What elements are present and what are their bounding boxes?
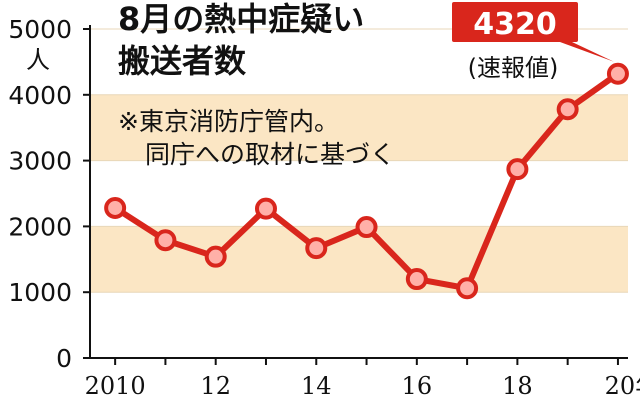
data-point: [355, 216, 378, 239]
x-tick-labels: 2010 12 14 16 18 20年: [85, 372, 640, 400]
data-point: [556, 98, 579, 121]
source-note-line2: 同庁への取材に基づく: [145, 140, 395, 169]
y-tick-labels: 0 1000 2000 3000 4000 5000: [8, 15, 72, 373]
data-point: [506, 158, 529, 181]
value-callout-note: (速報値): [468, 54, 559, 82]
data-point: [204, 245, 227, 268]
data-point: [456, 277, 479, 300]
data-point: [305, 237, 328, 260]
value-callout-box: [452, 2, 578, 42]
data-point: [254, 197, 277, 220]
x-tick-label: 14: [301, 372, 332, 400]
value-callout-text: 4320: [473, 7, 557, 42]
x-tick-label: 20年: [605, 372, 640, 400]
background-band: [90, 94, 628, 161]
value-callout: 4320 (速報値): [452, 2, 614, 82]
chart-title-line1: 8月の熱中症疑い: [118, 0, 364, 38]
series-markers: [104, 62, 629, 300]
axes: [83, 25, 628, 365]
value-callout-pointer: [560, 42, 614, 62]
data-point: [104, 196, 127, 219]
y-tick-label: 0: [56, 344, 72, 373]
x-tick-label: 12: [200, 372, 231, 400]
y-tick-label: 2000: [8, 212, 72, 241]
background-band: [90, 226, 628, 293]
x-tick-label: 18: [502, 372, 533, 400]
background-bands: [90, 94, 628, 293]
y-tick-label: 5000: [8, 15, 72, 44]
y-tick-label: 4000: [8, 81, 72, 110]
y-tick-label: 1000: [8, 278, 72, 307]
chart-title-line2: 搬送者数: [118, 42, 247, 80]
x-tick-label: 2010: [85, 372, 146, 400]
source-note-line1: ※東京消防庁管内。: [118, 107, 339, 136]
y-axis-unit: 人: [26, 46, 50, 74]
data-point: [606, 62, 629, 85]
x-tick-label: 16: [402, 372, 433, 400]
data-point: [154, 229, 177, 252]
y-tick-label: 3000: [8, 147, 72, 176]
data-point: [405, 268, 428, 291]
